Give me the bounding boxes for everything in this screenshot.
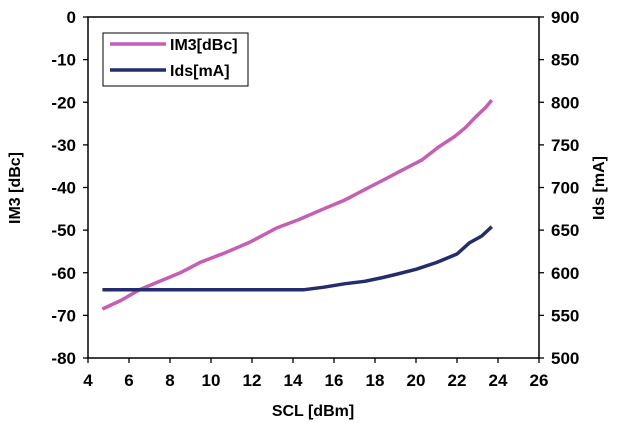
x-tick-label: 18: [366, 371, 385, 390]
y-left-tick-label: -20: [51, 93, 76, 112]
x-tick-label: 12: [243, 371, 262, 390]
y-right-tick-label: 700: [551, 179, 579, 198]
y-right-tick-label: 500: [551, 349, 579, 368]
x-tick-label: 22: [448, 371, 467, 390]
series-line-ids: [102, 225, 493, 292]
y-right-tick-label: 900: [551, 8, 579, 27]
y-right-tick-label: 800: [551, 93, 579, 112]
series-line-im3: [101, 98, 494, 311]
x-tick-label: 16: [325, 371, 344, 390]
x-tick-label: 6: [124, 371, 133, 390]
y-left-tick-label: -10: [51, 51, 76, 70]
y-right-tick-label: 550: [551, 306, 579, 325]
y-left-tick-label: 0: [67, 8, 76, 27]
y-right-tick-label: 650: [551, 221, 579, 240]
x-axis-title: SCL [dBm]: [272, 403, 354, 420]
legend-box: [102, 32, 249, 87]
y-left-tick-label: -30: [51, 136, 76, 155]
x-tick-label: 10: [202, 371, 221, 390]
x-tick-label: 24: [489, 371, 508, 390]
x-tick-label: 4: [83, 371, 93, 390]
y-right-tick-label: 750: [551, 136, 579, 155]
y-right-tick-label: 850: [551, 51, 579, 70]
ticks-layer: 4 6 8 10 12 14 16 18 20 22 24 26 0 -10 -20 -30 -40 -50 -60…: [51, 8, 579, 390]
x-tick-label: 8: [165, 371, 174, 390]
y-left-tick-label: -60: [51, 264, 76, 283]
y-left-tick-label: -80: [51, 349, 76, 368]
legend-label-ids: Ids[mA]: [170, 63, 230, 80]
legend-label-im3: IM3[dBc]: [170, 37, 238, 54]
x-tick-label: 20: [407, 371, 426, 390]
y-left-tick-label: -40: [51, 179, 76, 198]
series-layer: [101, 98, 494, 311]
legend: IM3[dBc] Ids[mA]: [102, 32, 249, 87]
y-right-tick-label: 600: [551, 264, 579, 283]
y-axis-title-left: IM3 [dBc]: [7, 152, 24, 224]
y-left-tick-label: -70: [51, 306, 76, 325]
plot-frame: [87, 16, 540, 359]
y-axis-title-right: Ids [mA]: [591, 156, 608, 220]
x-tick-label: 14: [284, 371, 303, 390]
x-tick-label: 26: [530, 371, 549, 390]
y-left-tick-label: -50: [51, 221, 76, 240]
